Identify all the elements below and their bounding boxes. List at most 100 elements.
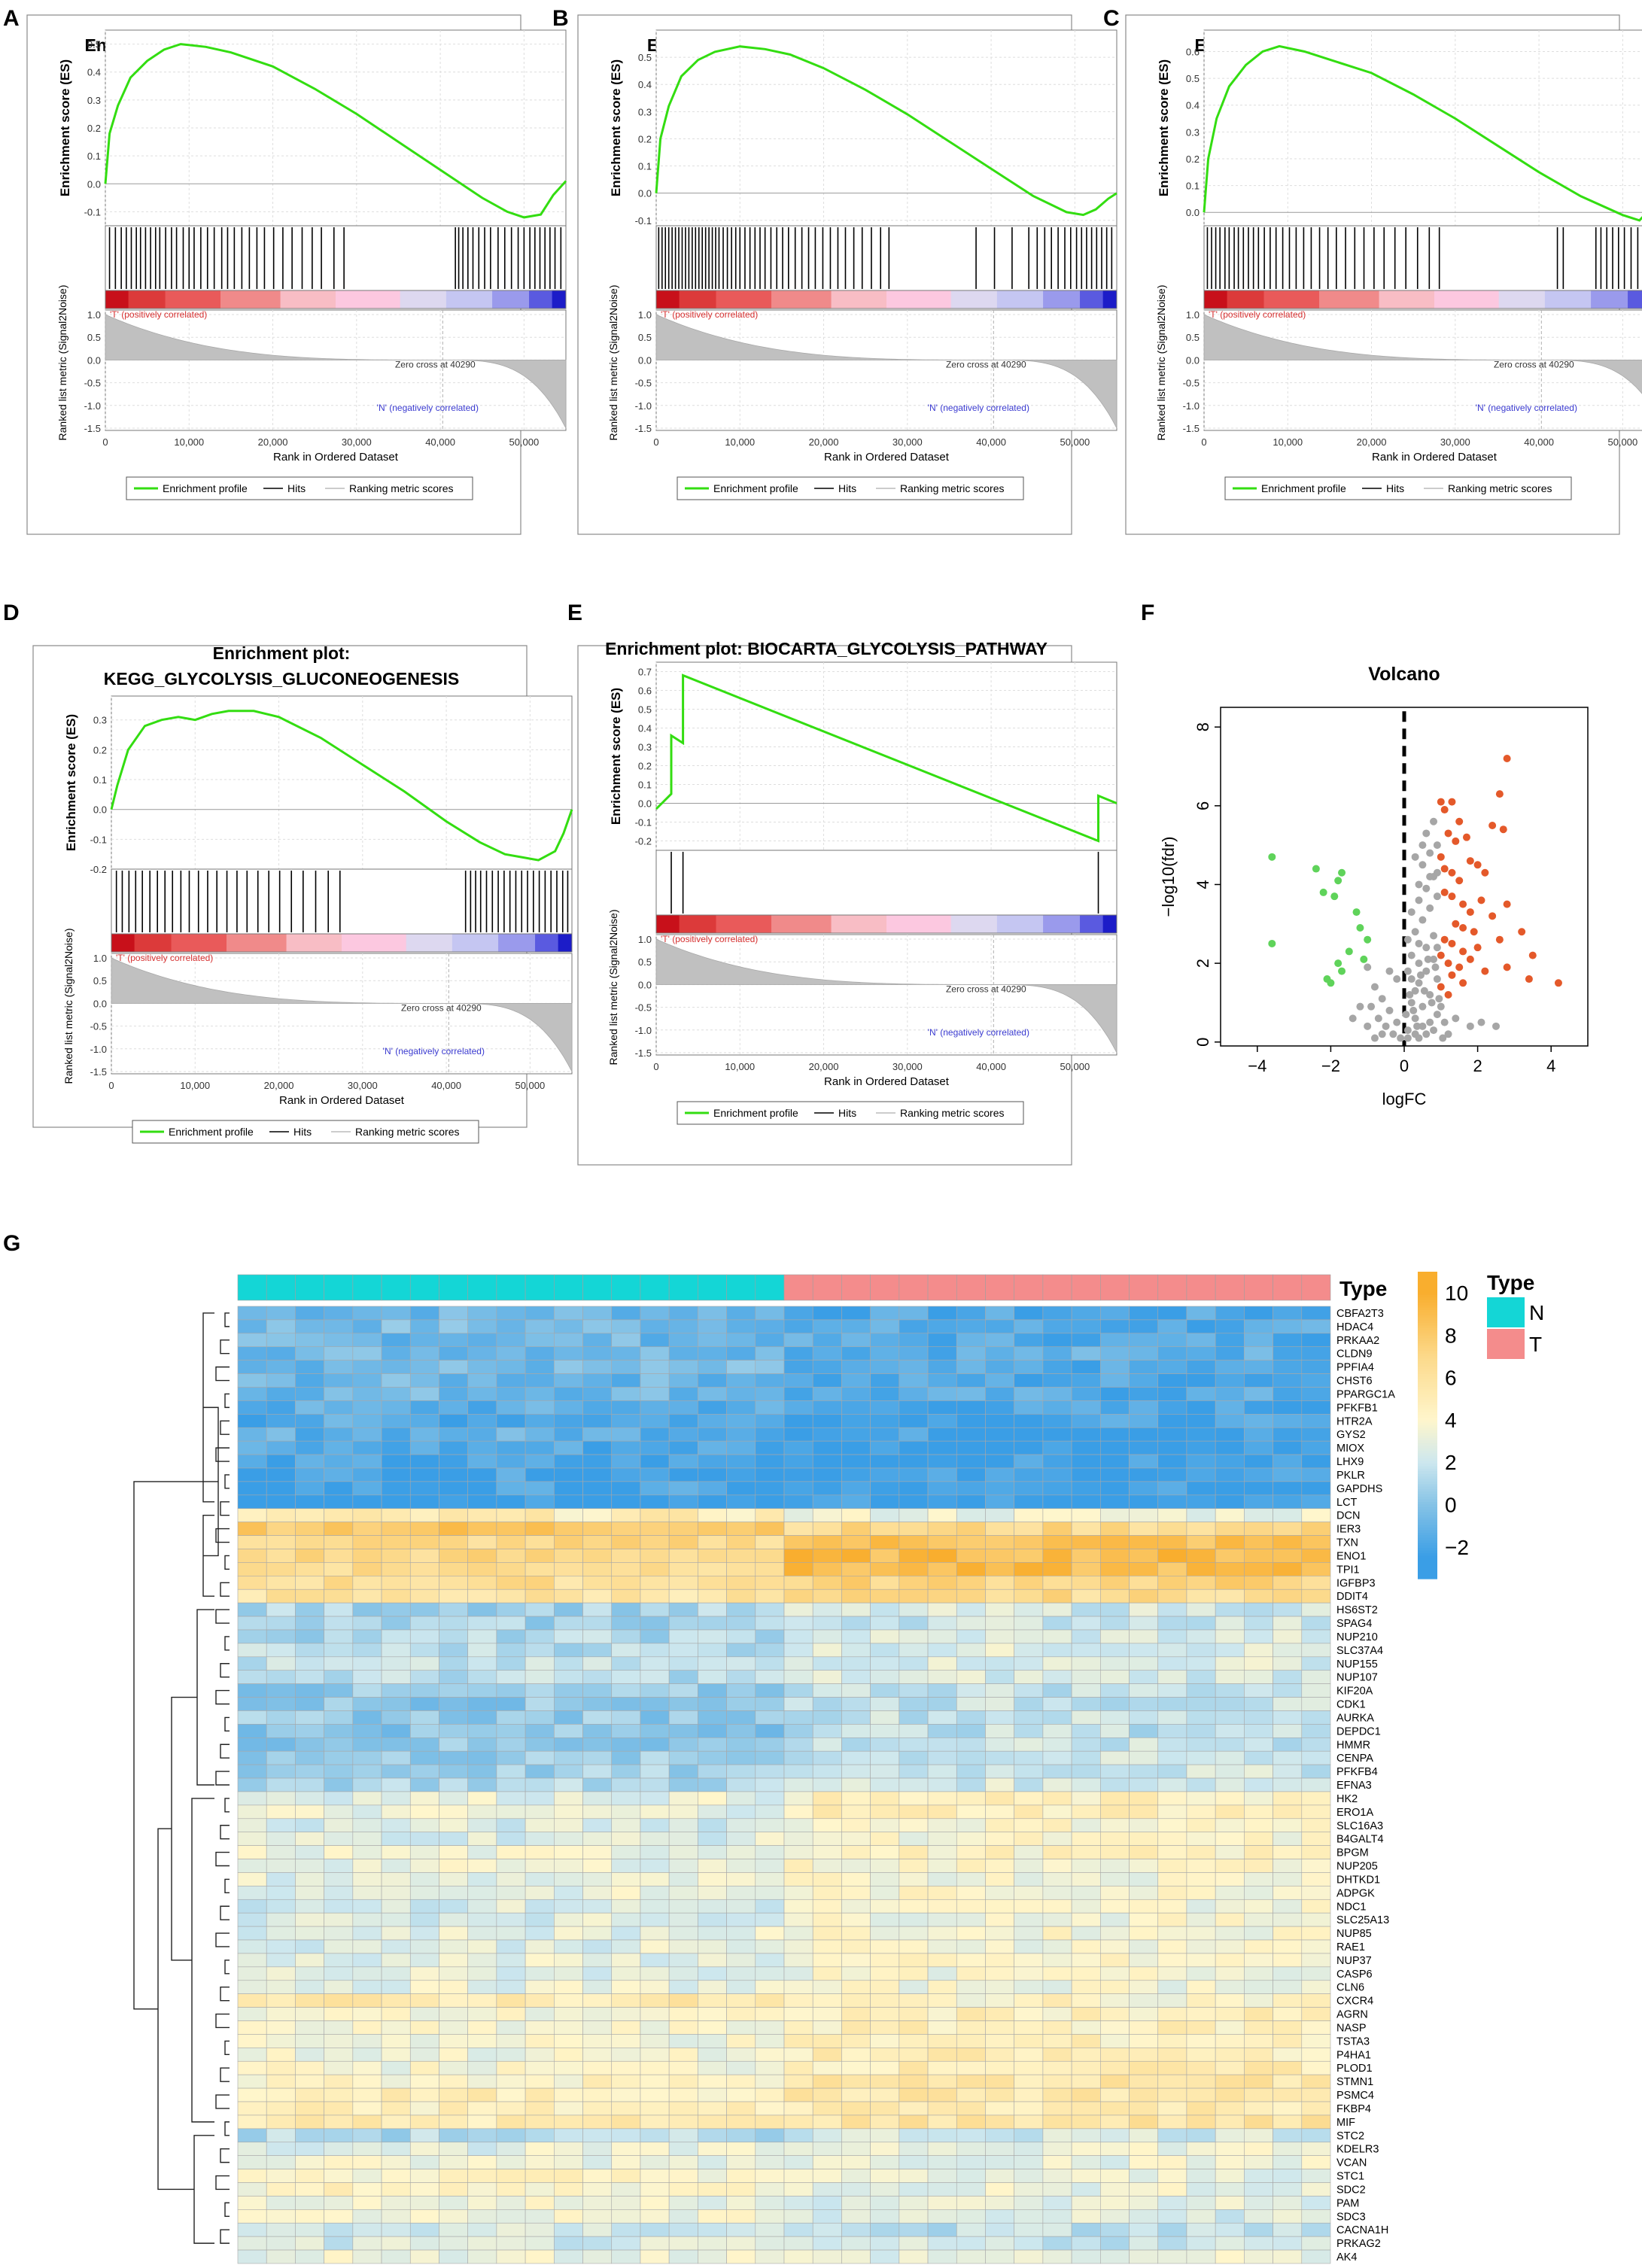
- heatmap-cell: [1071, 1656, 1101, 1671]
- heatmap-cell: [611, 1980, 641, 1994]
- heatmap-cell: [1129, 1494, 1159, 1509]
- heatmap-cell: [237, 1697, 267, 1711]
- heatmap-cell: [1215, 1804, 1245, 1820]
- heatmap-cell: [841, 1724, 871, 1738]
- heatmap-cell: [956, 1306, 986, 1321]
- heatmap-cell: [698, 2169, 727, 2183]
- heatmap-cell: [927, 1576, 957, 1590]
- heatmap: TypeCBFA2T3HDAC4PRKAA2CLDN9PPFIA4CHST6PP…: [133, 1271, 1544, 2264]
- heatmap-cell: [1273, 1980, 1303, 1994]
- heatmap-cell: [1014, 1387, 1044, 1401]
- heatmap-cell: [1157, 1373, 1187, 1388]
- heatmap-cell: [381, 1576, 411, 1590]
- heatmap-cell: [1014, 2249, 1044, 2264]
- heatmap-cell: [640, 1832, 670, 1846]
- heatmap-cell: [812, 1346, 842, 1360]
- heatmap-cell: [582, 1562, 613, 1576]
- heatmap-cell: [1301, 2142, 1331, 2156]
- heatmap-cell: [1071, 1373, 1101, 1388]
- heatmap-cell: [985, 1440, 1014, 1455]
- heatmap-cell: [352, 1494, 382, 1509]
- heatmap-cell: [554, 1737, 583, 1752]
- panel-letter-B: B: [552, 6, 569, 31]
- heatmap-cell: [668, 1562, 698, 1576]
- scale-segment: [1418, 1330, 1437, 1334]
- heatmap-cell: [1273, 1750, 1303, 1765]
- heatmap-cell: [640, 1629, 670, 1644]
- annotation-cell: [1244, 1274, 1273, 1301]
- heatmap-cell: [755, 1467, 785, 1482]
- heatmap-cell: [1014, 2209, 1044, 2224]
- heatmap-cell: [812, 2196, 842, 2210]
- heatmap-cell: [698, 1777, 727, 1792]
- heatmap-cell: [899, 1562, 929, 1576]
- heatmap-cell: [381, 2114, 411, 2130]
- heatmap-cell: [352, 2114, 382, 2130]
- scale-segment: [1418, 1382, 1437, 1385]
- heatmap-cell: [611, 1346, 641, 1360]
- heatmap-cell: [956, 2128, 986, 2143]
- heatmap-cell: [1244, 1859, 1273, 1873]
- scale-segment: [1418, 1338, 1437, 1342]
- scale-segment: [1418, 1400, 1437, 1403]
- heatmap-cell: [1042, 1373, 1072, 1388]
- heatmap-cell: [1273, 1926, 1303, 1941]
- heatmap-cell: [1301, 1912, 1331, 1927]
- metric-panel-frame: [655, 309, 1117, 431]
- heatmap-cell: [841, 1872, 871, 1886]
- heatmap-cell: [467, 1589, 497, 1604]
- heatmap-cell: [1071, 1481, 1101, 1496]
- heatmap-cell: [698, 1845, 727, 1859]
- heatmap-cell: [324, 2142, 354, 2156]
- heatmap-cell: [640, 1886, 670, 1900]
- scale-segment: [1418, 1276, 1437, 1280]
- heatmap-cell: [1215, 1912, 1245, 1927]
- heatmap-cell: [956, 1400, 986, 1415]
- heatmap-cell: [467, 2007, 497, 2021]
- heatmap-cell: [1071, 1804, 1101, 1820]
- heatmap-cell: [1071, 1440, 1101, 1455]
- heatmap-cell: [985, 1886, 1014, 1900]
- dendrogram-branch: [220, 2067, 230, 2082]
- heatmap-cell: [841, 1576, 871, 1590]
- heatmap-cell: [295, 1643, 324, 1658]
- rank-colorbar-segment: [716, 290, 772, 309]
- scale-tick-label: 4: [1445, 1409, 1457, 1432]
- heatmap-cell: [870, 1508, 900, 1522]
- dendrogram-branch: [191, 1798, 214, 2123]
- heatmap-cell: [324, 1306, 354, 1321]
- volcano-point-up: [1444, 829, 1452, 838]
- scale-segment: [1418, 1550, 1437, 1554]
- heatmap-cell: [1301, 2209, 1331, 2224]
- heatmap-cell: [496, 1629, 526, 1644]
- heatmap-cell: [1100, 1522, 1130, 1536]
- heatmap-cell: [352, 1872, 382, 1886]
- heatmap-cell: [352, 2182, 382, 2197]
- heatmap-cell: [266, 1589, 296, 1604]
- heatmap-cell: [1129, 1791, 1159, 1806]
- heatmap-cell: [1244, 1535, 1273, 1549]
- heatmap-cell: [525, 1373, 555, 1388]
- heatmap-cell: [496, 1306, 526, 1321]
- heatmap-cell: [467, 2114, 497, 2130]
- heatmap-cell: [1186, 1481, 1216, 1496]
- volcano-y-tick-label: 2: [1193, 959, 1212, 968]
- heatmap-cell: [783, 2209, 813, 2224]
- heatmap-cell: [899, 1602, 929, 1617]
- heatmap-cell: [1100, 2142, 1130, 2156]
- heatmap-cell: [698, 1993, 727, 2008]
- heatmap-cell: [1186, 1373, 1216, 1388]
- scale-segment: [1418, 1420, 1437, 1424]
- heatmap-cell: [409, 1629, 439, 1644]
- heatmap-cell: [726, 1387, 756, 1401]
- volcano-y-tick-label: 8: [1193, 722, 1212, 731]
- heatmap-cell: [611, 2074, 641, 2089]
- heatmap-cell: [1301, 1427, 1331, 1442]
- heatmap-cell: [698, 2020, 727, 2035]
- annotation-cell: [266, 1274, 296, 1301]
- heatmap-cell: [1215, 1481, 1245, 1496]
- heatmap-cell: [899, 1899, 929, 1914]
- gene-label: IGFBP3: [1336, 1577, 1376, 1589]
- heatmap-cell: [1186, 1872, 1216, 1886]
- heatmap-cell: [381, 1616, 411, 1631]
